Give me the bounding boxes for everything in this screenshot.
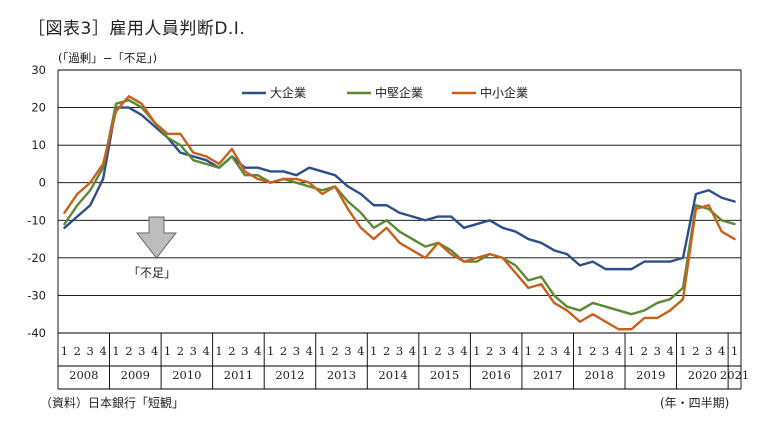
x-quarter-label: 4 xyxy=(99,344,106,358)
x-axis-unit-note: (年・四半期) xyxy=(660,396,730,410)
series-lines xyxy=(63,95,736,331)
shortage-annotation: 「不足」 xyxy=(128,216,178,280)
x-quarter-label: 3 xyxy=(190,344,197,358)
x-year-label: 2020 xyxy=(688,368,717,382)
x-quarter-label: 2 xyxy=(641,344,648,358)
x-quarter-label: 3 xyxy=(654,344,661,358)
y-tick-label: -20 xyxy=(27,251,46,265)
x-quarter-label: 4 xyxy=(357,344,364,358)
series-line xyxy=(63,98,736,316)
source-note: （資料）日本銀行「短観」 xyxy=(40,396,185,410)
x-year-label: 2021 xyxy=(720,368,749,382)
x-quarter-label: 1 xyxy=(679,344,686,358)
y-tick-label: 30 xyxy=(31,63,46,77)
y-tick-label: -10 xyxy=(27,213,46,227)
y-tick-label: 20 xyxy=(31,101,46,115)
x-quarter-label: 2 xyxy=(74,344,81,358)
chart-title: ［図表3］雇用人員判断D.I. xyxy=(28,19,246,39)
x-quarter-label: 4 xyxy=(151,344,158,358)
y-tick-label: -30 xyxy=(27,288,46,302)
legend-entry: 中堅企業 xyxy=(375,85,423,100)
x-quarter-label: 3 xyxy=(602,344,609,358)
x-year-label: 2015 xyxy=(430,368,459,382)
x-year-label: 2013 xyxy=(327,368,356,382)
x-quarter-label: 1 xyxy=(370,344,377,358)
x-year-label: 2011 xyxy=(224,368,253,382)
x-quarter-label: 2 xyxy=(280,344,287,358)
x-quarter-label: 4 xyxy=(718,344,725,358)
x-quarter-label: 4 xyxy=(512,344,519,358)
x-quarter-label: 3 xyxy=(344,344,351,358)
x-quarter-label: 4 xyxy=(254,344,261,358)
x-year-label: 2009 xyxy=(121,368,150,382)
x-quarter-label: 3 xyxy=(241,344,248,358)
x-quarter-label: 1 xyxy=(267,344,274,358)
x-quarter-label: 1 xyxy=(215,344,222,358)
shortage-label: 「不足」 xyxy=(128,266,176,280)
y-tick-label: 0 xyxy=(39,176,46,190)
x-quarter-label: 1 xyxy=(628,344,635,358)
y-axis-ticks: -40 -30 -20 -10 0 10 20 30 xyxy=(27,63,46,340)
x-quarter-label: 4 xyxy=(563,344,570,358)
x-quarter-label: 2 xyxy=(125,344,132,358)
x-quarter-label: 1 xyxy=(112,344,119,358)
x-quarter-label: 2 xyxy=(538,344,545,358)
down-arrow-icon xyxy=(135,216,178,259)
x-quarter-label: 4 xyxy=(306,344,313,358)
x-quarter-label: 2 xyxy=(589,344,596,358)
x-quarter-label: 3 xyxy=(396,344,403,358)
x-quarter-label: 2 xyxy=(331,344,338,358)
y-tick-label: -40 xyxy=(27,326,46,340)
x-year-label: 2017 xyxy=(533,368,562,382)
x-quarter-label: 2 xyxy=(228,344,235,358)
x-quarter-label: 3 xyxy=(705,344,712,358)
x-quarter-label: 2 xyxy=(692,344,699,358)
x-quarter-label: 1 xyxy=(525,344,532,358)
x-year-label: 2008 xyxy=(69,368,98,382)
series-line xyxy=(63,106,736,271)
x-quarter-label: 1 xyxy=(422,344,429,358)
x-year-label: 2014 xyxy=(378,368,407,382)
x-quarter-label: 4 xyxy=(409,344,416,358)
x-quarter-label: 1 xyxy=(61,344,68,358)
x-quarter-label: 3 xyxy=(499,344,506,358)
x-quarter-label: 1 xyxy=(731,344,738,358)
x-year-label: 2018 xyxy=(585,368,614,382)
x-quarter-label: 3 xyxy=(87,344,94,358)
x-quarter-label: 3 xyxy=(447,344,454,358)
series-line xyxy=(63,95,736,331)
legend: 大企業 中堅企業 中小企業 xyxy=(242,85,528,100)
x-quarter-label: 2 xyxy=(486,344,493,358)
x-quarter-label: 3 xyxy=(550,344,557,358)
x-quarter-label: 4 xyxy=(615,344,622,358)
x-quarter-label: 1 xyxy=(576,344,583,358)
x-quarter-label: 4 xyxy=(460,344,467,358)
y-tick-label: 10 xyxy=(31,138,46,152)
x-quarter-label: 2 xyxy=(383,344,390,358)
x-quarter-label: 1 xyxy=(164,344,171,358)
legend-entry: 大企業 xyxy=(270,85,306,100)
y-axis-label: (「過剰」−「不足」) xyxy=(58,51,157,65)
x-year-label: 2016 xyxy=(482,368,511,382)
x-quarter-label: 4 xyxy=(203,344,210,358)
x-quarter-label: 1 xyxy=(473,344,480,358)
x-quarter-label: 4 xyxy=(666,344,673,358)
x-year-label: 2010 xyxy=(172,368,201,382)
x-quarter-label: 3 xyxy=(138,344,145,358)
x-quarter-label: 1 xyxy=(319,344,326,358)
x-year-label: 2019 xyxy=(636,368,665,382)
legend-entry: 中小企業 xyxy=(480,85,528,100)
gridlines xyxy=(57,69,742,334)
x-quarter-label: 2 xyxy=(434,344,441,358)
x-quarter-label: 3 xyxy=(293,344,300,358)
x-year-label: 2012 xyxy=(275,368,304,382)
x-quarter-label: 2 xyxy=(177,344,184,358)
